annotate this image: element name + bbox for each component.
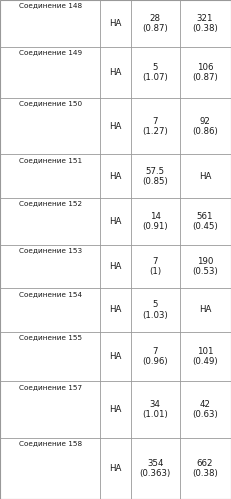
Text: НА: НА	[109, 19, 122, 28]
Text: 42
(0.63): 42 (0.63)	[192, 400, 218, 419]
Text: 321
(0.38): 321 (0.38)	[192, 13, 218, 33]
Text: 28
(0.87): 28 (0.87)	[143, 13, 168, 33]
Text: НА: НА	[109, 464, 122, 473]
Text: НА: НА	[109, 405, 122, 414]
Text: Соединение 151: Соединение 151	[19, 157, 82, 163]
Text: НА: НА	[109, 68, 122, 77]
Text: Соединение 148: Соединение 148	[19, 2, 82, 8]
Text: 561
(0.45): 561 (0.45)	[192, 212, 218, 231]
Text: Соединение 154: Соединение 154	[19, 290, 82, 296]
Text: Соединение 150: Соединение 150	[19, 100, 82, 106]
Text: 662
(0.38): 662 (0.38)	[192, 459, 218, 478]
Bar	[6, 12, 94, 45]
Text: 7
(0.96): 7 (0.96)	[143, 347, 168, 366]
Text: 92
(0.86): 92 (0.86)	[192, 117, 218, 136]
Text: НА: НА	[109, 352, 122, 361]
Text: Соединение 155: Соединение 155	[19, 334, 82, 340]
Bar	[6, 166, 94, 197]
Text: НА: НА	[199, 305, 211, 314]
Text: 5
(1.03): 5 (1.03)	[143, 300, 168, 319]
Text: НА: НА	[199, 172, 211, 181]
Text: Соединение 153: Соединение 153	[19, 247, 82, 253]
Text: 14
(0.91): 14 (0.91)	[143, 212, 168, 231]
Bar	[6, 60, 94, 96]
Text: НА: НА	[109, 217, 122, 226]
Text: 190
(0.53): 190 (0.53)	[192, 256, 218, 276]
Text: 354
(0.363): 354 (0.363)	[140, 459, 171, 478]
Text: 34
(1.01): 34 (1.01)	[143, 400, 168, 419]
Bar	[6, 256, 94, 286]
Text: Соединение 152: Соединение 152	[19, 201, 82, 207]
Bar	[6, 300, 94, 330]
Bar	[6, 112, 94, 153]
Text: 106
(0.87): 106 (0.87)	[192, 62, 218, 82]
Text: НА: НА	[109, 172, 122, 181]
Bar	[6, 453, 94, 498]
Text: 57.5
(0.85): 57.5 (0.85)	[143, 167, 168, 186]
Text: Соединение 158: Соединение 158	[19, 440, 82, 446]
Text: 5
(1.07): 5 (1.07)	[143, 62, 168, 82]
Bar	[6, 396, 94, 436]
Text: Соединение 149: Соединение 149	[19, 49, 82, 55]
Text: 7
(1): 7 (1)	[149, 256, 161, 276]
Bar	[6, 210, 94, 243]
Text: 101
(0.49): 101 (0.49)	[192, 347, 218, 366]
Text: НА: НА	[109, 305, 122, 314]
Text: Соединение 157: Соединение 157	[19, 384, 82, 390]
Bar	[6, 345, 94, 380]
Text: 7
(1.27): 7 (1.27)	[143, 117, 168, 136]
Text: НА: НА	[109, 122, 122, 131]
Text: НА: НА	[109, 262, 122, 271]
